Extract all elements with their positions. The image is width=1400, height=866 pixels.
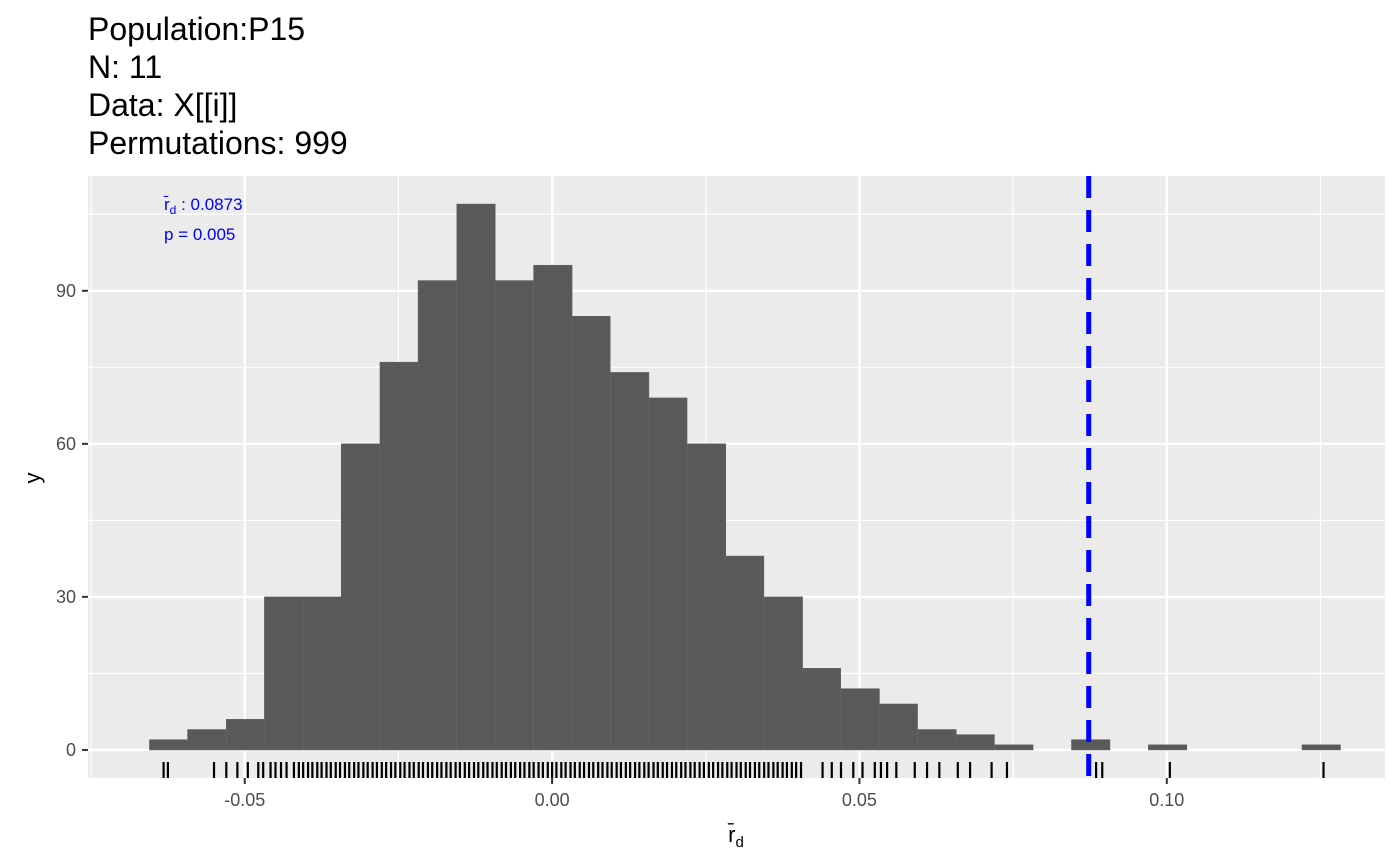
- histogram-bar: [763, 596, 803, 751]
- y-tick-label: 60: [56, 434, 76, 454]
- y-axis-label: y: [20, 473, 45, 484]
- histogram-bar: [571, 315, 611, 751]
- histogram-bar: [994, 744, 1034, 751]
- histogram-bar: [417, 280, 457, 751]
- x-tick-label: -0.05: [224, 790, 265, 810]
- histogram-bar: [264, 596, 304, 751]
- y-tick-label: 30: [56, 587, 76, 607]
- histogram-bar: [379, 361, 419, 751]
- histogram-bar: [725, 555, 765, 751]
- histogram-bar: [840, 688, 880, 751]
- title-line-population: Population:P15: [88, 11, 306, 47]
- histogram-bar: [302, 596, 342, 751]
- y-tick-label: 90: [56, 281, 76, 301]
- histogram-bar: [955, 734, 995, 751]
- annotation-p-value: p = 0.005: [164, 225, 235, 244]
- histogram-bar: [149, 739, 189, 751]
- histogram-bar: [648, 397, 688, 751]
- axes: -0.05 0.00 0.05 0.10 0 30 60 90: [56, 281, 1184, 810]
- histogram-bar: [878, 703, 918, 751]
- histogram-bar: [1148, 744, 1188, 751]
- histogram-bar: [226, 719, 266, 751]
- title-line-permutations: Permutations: 999: [88, 125, 348, 161]
- x-tick-label: 0.05: [842, 790, 877, 810]
- histogram-bar: [187, 729, 227, 751]
- x-tick-label: 0.00: [535, 790, 570, 810]
- histogram-bar: [494, 280, 534, 751]
- histogram-bar: [801, 668, 841, 751]
- histogram-bar: [917, 729, 957, 751]
- x-tick-label: 0.10: [1149, 790, 1184, 810]
- rug-marks: [162, 762, 1325, 778]
- histogram-bar: [687, 443, 727, 751]
- histogram-bar: [533, 264, 573, 751]
- histogram-bars: [149, 203, 1341, 751]
- histogram-bar: [610, 372, 650, 751]
- y-tick-label: 0: [66, 740, 76, 760]
- title-line-n: N: 11: [88, 49, 163, 85]
- histogram-bar: [1301, 744, 1341, 751]
- annotation-statistic: r̄d : 0.0873: [163, 195, 243, 217]
- x-axis-label: r̄d: [728, 822, 744, 851]
- histogram-bar: [340, 443, 380, 751]
- title-line-data: Data: X[[i]]: [88, 87, 238, 123]
- plot-title: Population:P15 N: 11 Data: X[[i]] Permut…: [88, 10, 348, 162]
- histogram-bar: [456, 203, 496, 751]
